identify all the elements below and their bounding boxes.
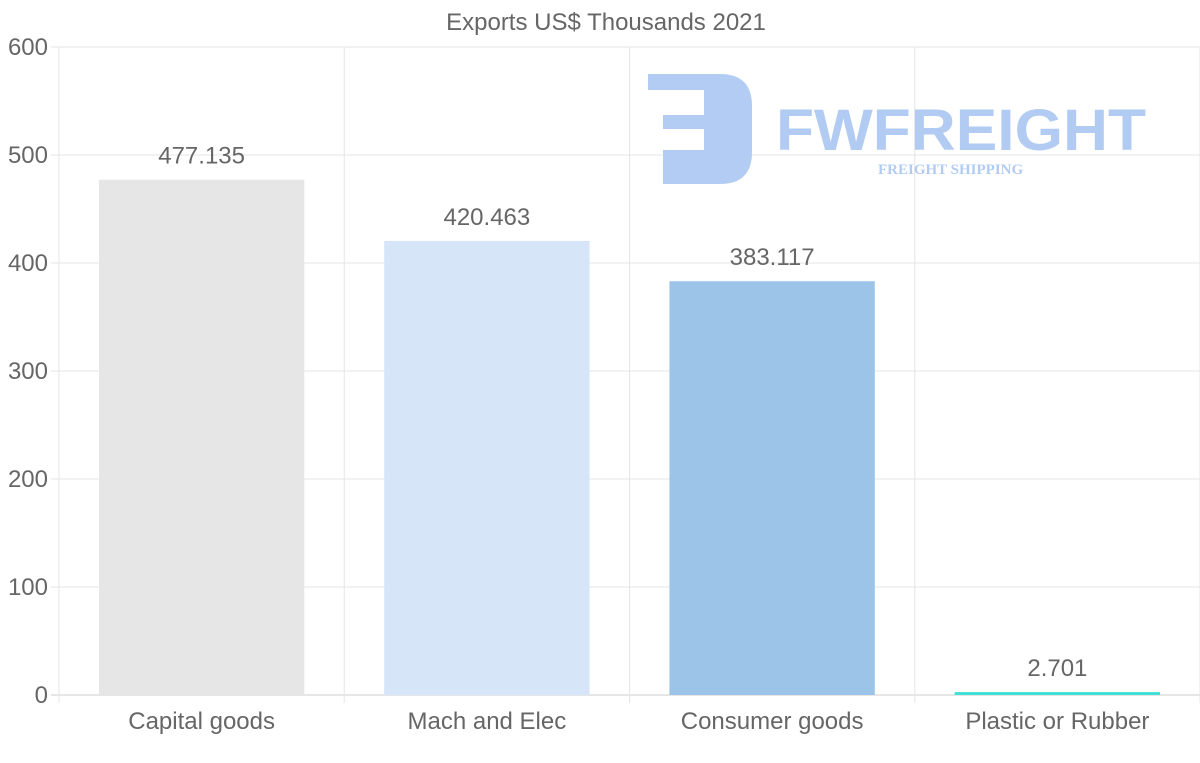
- y-tick-label: 600: [8, 34, 48, 61]
- x-tick-label: Capital goods: [128, 708, 275, 735]
- chart-title: Exports US$ Thousands 2021: [446, 9, 766, 36]
- y-tick-label: 0: [35, 682, 48, 709]
- fwfreight-watermark-logo: FWFREIGHT FREIGHT SHIPPING: [648, 74, 1146, 184]
- bar-mach-and-elec: [384, 240, 590, 695]
- y-tick-label: 200: [8, 466, 48, 493]
- labels: 0 100 200 300 400 500 600 477.135 Capital goods 4…: [8, 34, 1149, 735]
- x-tick-label: Mach and Elec: [407, 708, 566, 735]
- watermark-name: FWFREIGHT: [776, 98, 1146, 163]
- data-label: 477.135: [158, 143, 245, 170]
- bars: [98, 179, 1161, 695]
- y-tick-label: 400: [8, 250, 48, 277]
- x-tick-label: Plastic or Rubber: [965, 708, 1149, 735]
- bar-plastic-or-rubber: [954, 692, 1161, 695]
- watermark-tagline: FREIGHT SHIPPING: [878, 162, 1023, 178]
- data-label: 2.701: [1027, 655, 1087, 682]
- bar-capital-goods: [98, 179, 305, 695]
- bar-consumer-goods: [669, 281, 875, 695]
- data-label: 383.117: [730, 244, 815, 271]
- x-tick-label: Consumer goods: [681, 708, 864, 735]
- y-tick-label: 300: [8, 358, 48, 385]
- y-tick-label: 100: [8, 574, 48, 601]
- data-label: 420.463: [443, 204, 530, 231]
- y-tick-label: 500: [8, 142, 48, 169]
